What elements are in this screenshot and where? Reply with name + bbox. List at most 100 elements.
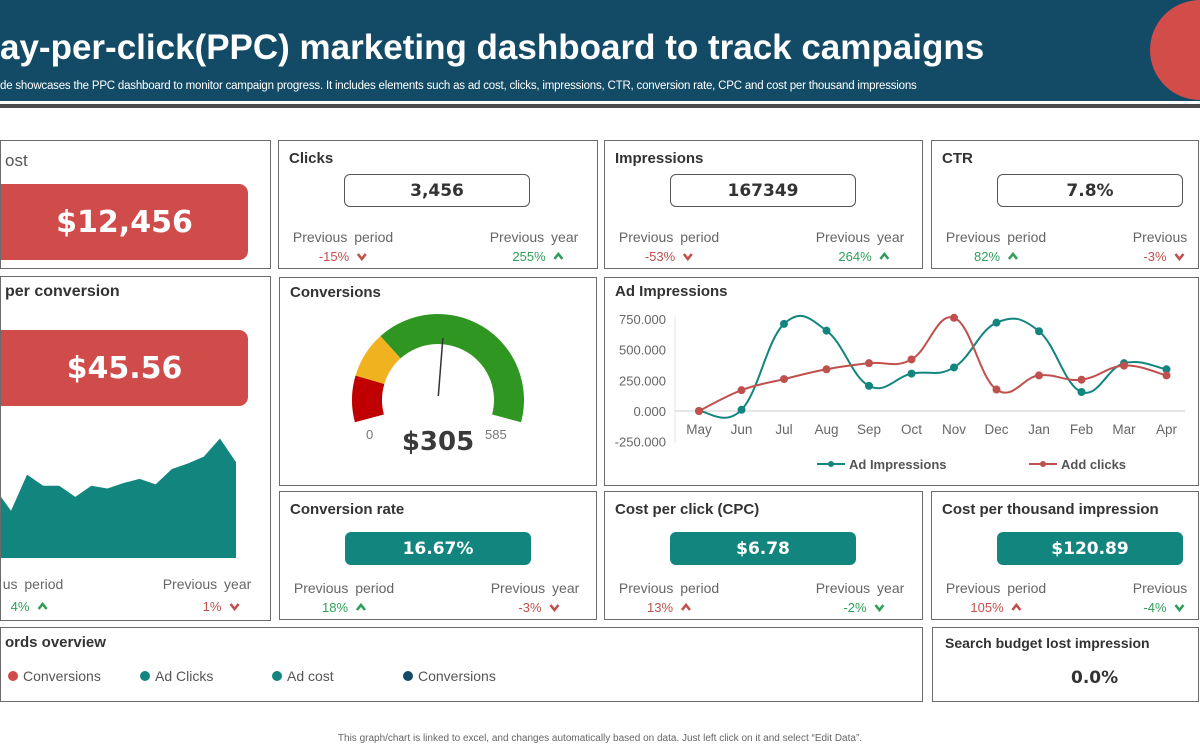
prev-period-percent: 105% — [970, 600, 1004, 615]
chevron-up-icon — [1011, 600, 1022, 615]
prev-year-label: Previous year — [490, 580, 580, 596]
prev-period-value: -53% — [644, 249, 694, 264]
x-tick-label: Feb — [1070, 422, 1093, 437]
prev-period-label: Previous period — [292, 229, 394, 245]
x-tick-label: Aug — [814, 422, 838, 437]
prev-year-value: -3% — [1143, 249, 1185, 264]
data-point — [1035, 371, 1043, 380]
data-point — [865, 381, 873, 390]
chevron-down-icon — [1174, 600, 1185, 615]
x-tick-label: Jun — [731, 422, 753, 437]
keywords-overview-card: ords overview — [0, 627, 923, 702]
gauge-band — [352, 375, 385, 423]
prev-period-percent: -53% — [644, 249, 676, 264]
legend-dot-icon — [403, 671, 413, 681]
keywords-legend-item: Conversions — [8, 668, 101, 684]
chevron-up-icon — [879, 249, 890, 264]
chevron-down-icon — [1174, 249, 1185, 264]
header-divider — [0, 104, 1200, 108]
prev-year-value: 1% — [203, 599, 240, 614]
prev-period-label: Previous period — [618, 229, 720, 245]
data-point — [865, 359, 873, 368]
impressions-card: Impressions 167349 Previous period Previ… — [604, 140, 923, 269]
chevron-up-icon — [553, 249, 564, 264]
prev-period-value: 105% — [970, 600, 1022, 615]
x-tick-label: Jan — [1028, 422, 1050, 437]
prev-period-percent: 82% — [973, 249, 1001, 264]
cost-per-conversion-value: $45.56 — [1, 330, 248, 406]
gauge-value: $305 — [402, 427, 474, 457]
prev-period-label: us period — [2, 576, 64, 592]
data-point — [1077, 375, 1086, 384]
data-point — [1162, 371, 1171, 380]
data-point — [780, 375, 788, 384]
y-tick-label: 500.000 — [619, 343, 666, 358]
gauge-max-label: 585 — [485, 427, 507, 442]
prev-year-value: -4% — [1143, 600, 1185, 615]
prev-year-label: Previous year — [489, 229, 579, 245]
prev-year-percent: 255% — [512, 249, 546, 264]
prev-year-label: Previous year — [162, 576, 252, 592]
cost-trend-area-chart — [1, 438, 236, 558]
clicks-card: Clicks 3,456 Previous period Previous ye… — [278, 140, 598, 269]
search-budget-value: 0.0% — [1071, 668, 1119, 688]
data-point — [950, 313, 958, 322]
x-tick-label: Dec — [984, 422, 1008, 437]
trend-area — [1, 438, 236, 558]
cpm-title: Cost per thousand impression — [942, 501, 1159, 518]
series-line-0 — [698, 314, 1167, 419]
impressions-title: Impressions — [615, 150, 704, 167]
data-point — [822, 365, 831, 374]
data-point — [1120, 361, 1128, 370]
x-tick-label: Mar — [1112, 422, 1136, 437]
chevron-down-icon — [874, 600, 885, 615]
cpc-card: Cost per click (CPC) $6.78 Previous peri… — [604, 491, 923, 620]
search-budget-title: Search budget lost impression — [945, 635, 1150, 651]
ad-cost-card: ost $12,456 — [0, 140, 271, 269]
footer-note: This graph/chart is linked to excel, and… — [337, 733, 863, 744]
cpc-title: Cost per click (CPC) — [615, 501, 760, 518]
y-tick-label: 750.000 — [619, 312, 666, 327]
data-point — [907, 355, 916, 364]
ad-cost-title: ost — [5, 151, 28, 170]
y-tick-label: -250.000 — [615, 435, 666, 450]
data-point — [907, 369, 916, 378]
prev-period-percent: 18% — [321, 600, 349, 615]
prev-year-percent: -2% — [843, 600, 867, 615]
prev-year-label: Previous — [1132, 229, 1188, 245]
data-point — [737, 405, 746, 414]
prev-period-value: 13% — [647, 600, 692, 615]
legend-label: Conversions — [23, 668, 101, 684]
prev-year-percent: -4% — [1143, 600, 1167, 615]
prev-period-label: Previous period — [293, 580, 395, 596]
keywords-legend-item: Ad cost — [272, 668, 334, 684]
prev-year-value: -2% — [843, 600, 885, 615]
prev-year-percent: 264% — [838, 249, 872, 264]
keywords-overview-title: ords overview — [5, 634, 106, 651]
x-tick-label: Apr — [1156, 422, 1178, 437]
ctr-card: CTR 7.8% Previous period Previous 82% -3… — [931, 140, 1199, 269]
conversion-rate-card: Conversion rate 16.67% Previous period P… — [279, 491, 597, 620]
x-tick-label: Oct — [901, 422, 922, 437]
ctr-title: CTR — [942, 150, 973, 167]
chevron-down-icon — [229, 599, 240, 614]
keywords-legend-item: Conversions — [403, 668, 496, 684]
legend-label: Ad Impressions — [849, 457, 947, 472]
conversions-title: Conversions — [290, 284, 381, 301]
prev-year-value: 255% — [512, 249, 564, 264]
legend-marker-icon — [1040, 461, 1046, 467]
prev-year-value: -3% — [518, 600, 560, 615]
legend-dot-icon — [140, 671, 150, 681]
data-point — [992, 385, 1001, 394]
search-budget-card: Search budget lost impression 0.0% — [932, 627, 1199, 702]
impressions-value: 167349 — [670, 174, 856, 207]
data-point — [695, 407, 703, 415]
cpm-card: Cost per thousand impression $120.89 Pre… — [931, 491, 1199, 620]
prev-period-value: -15% — [319, 249, 368, 264]
x-tick-label: Sep — [857, 422, 881, 437]
legend-label: Ad Clicks — [155, 668, 214, 684]
prev-period-value: 82% — [973, 249, 1019, 264]
cpc-value: $6.78 — [670, 532, 856, 565]
legend-label: Add clicks — [1061, 457, 1126, 472]
legend-dot-icon — [272, 671, 282, 681]
